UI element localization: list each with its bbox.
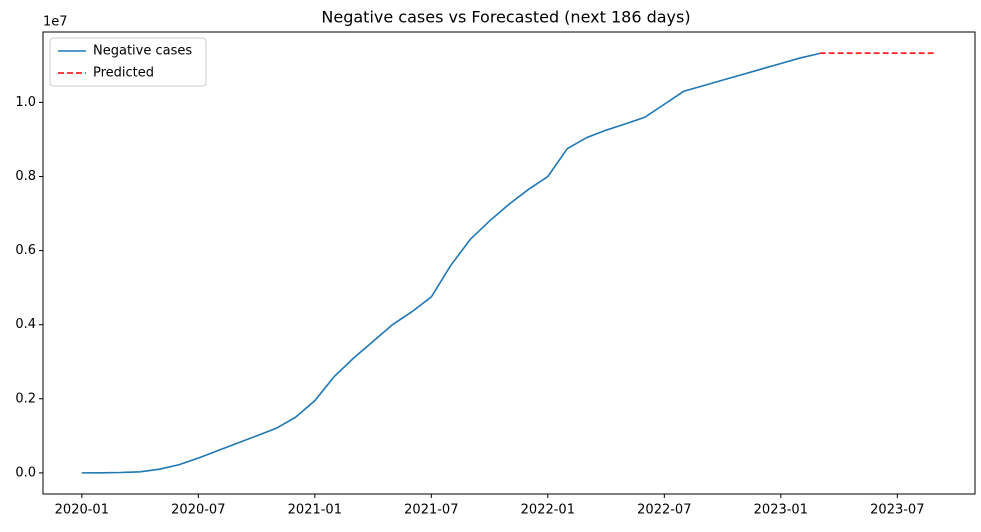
y-tick-label: 0.6 bbox=[15, 243, 36, 258]
legend-box bbox=[49, 37, 207, 87]
x-tick-label: 2020-07 bbox=[171, 503, 225, 518]
y-tick-label: 0.0 bbox=[15, 465, 36, 480]
legend-label: Negative cases bbox=[93, 44, 192, 59]
y-tick-label: 0.8 bbox=[15, 169, 36, 184]
x-tick-label: 2020-01 bbox=[55, 503, 109, 518]
data-line bbox=[81, 52, 820, 474]
x-tick-label: 2023-07 bbox=[870, 503, 924, 518]
x-tick-label: 2021-01 bbox=[288, 503, 342, 518]
x-tick-label: 2022-01 bbox=[521, 503, 575, 518]
chart-title: Negative cases vs Forecasted (next 186 d… bbox=[321, 8, 690, 27]
x-tick-label: 2021-07 bbox=[404, 503, 458, 518]
y-tick-label: 0.2 bbox=[15, 391, 36, 406]
x-tick-label: 2023-01 bbox=[754, 503, 808, 518]
legend-label: Predicted bbox=[93, 66, 154, 81]
y-tick-label: 1.0 bbox=[15, 95, 36, 110]
y-tick-label: 0.4 bbox=[15, 317, 36, 332]
y-offset-label: 1e7 bbox=[43, 15, 68, 30]
axes-frame bbox=[42, 31, 976, 495]
x-tick-label: 2022-07 bbox=[637, 503, 691, 518]
